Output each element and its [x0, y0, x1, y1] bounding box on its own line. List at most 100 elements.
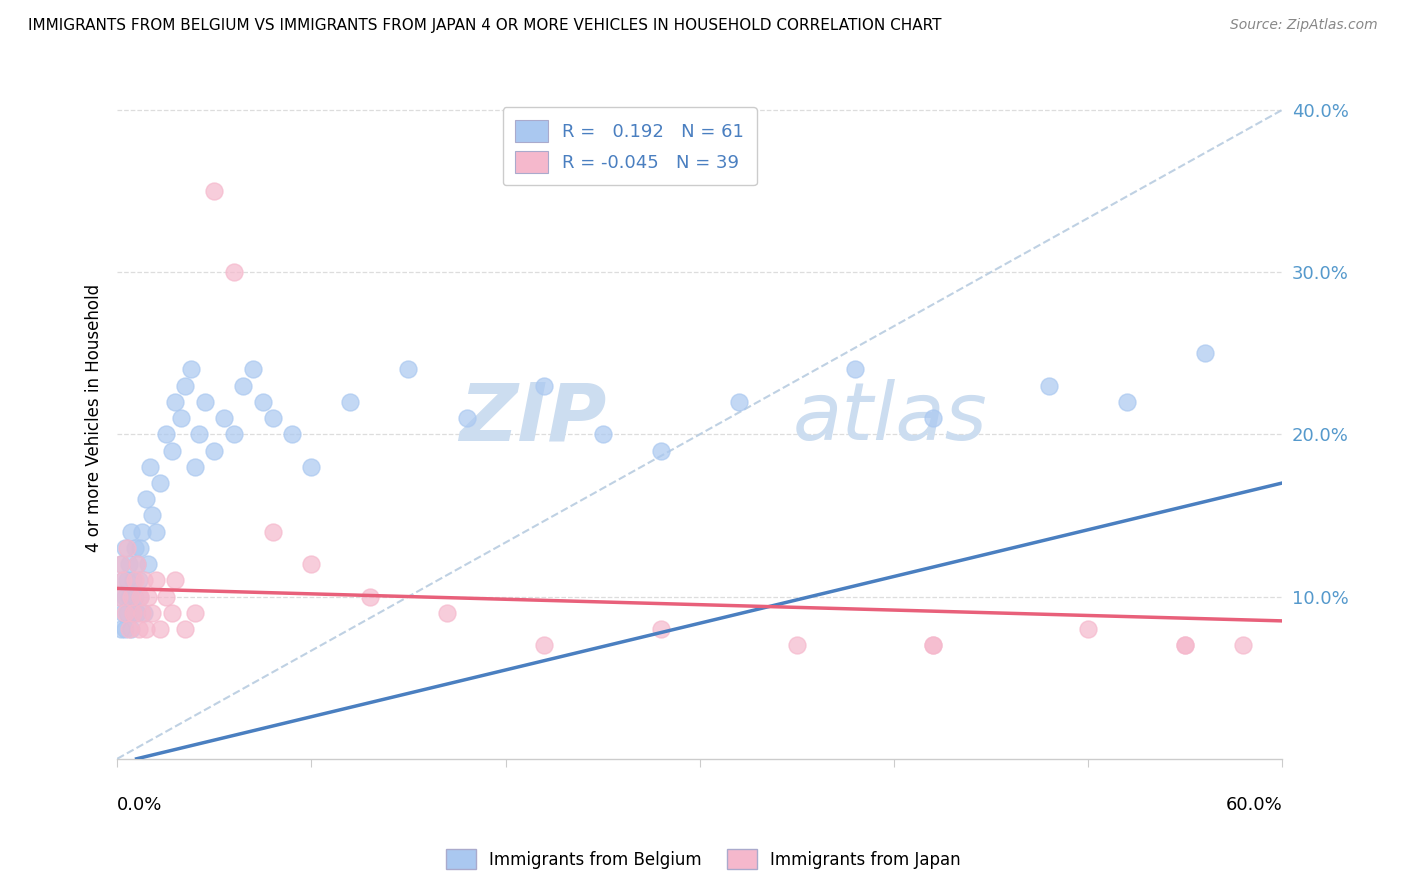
- Point: [1174, 638, 1197, 652]
- Point: [115, 541, 138, 555]
- Point: [232, 378, 254, 392]
- Point: [111, 606, 134, 620]
- Point: [131, 606, 153, 620]
- Point: [436, 606, 458, 620]
- Point: [299, 459, 322, 474]
- Point: [533, 378, 555, 392]
- Point: [134, 606, 156, 620]
- Point: [135, 622, 157, 636]
- Point: [121, 606, 143, 620]
- Point: [110, 557, 132, 571]
- Point: [456, 411, 478, 425]
- Text: atlas: atlas: [793, 379, 987, 457]
- Point: [114, 590, 136, 604]
- Point: [1115, 395, 1137, 409]
- Point: [131, 524, 153, 539]
- Point: [786, 638, 808, 652]
- Point: [174, 378, 197, 392]
- Point: [359, 590, 381, 604]
- Point: [149, 475, 172, 490]
- Point: [118, 557, 141, 571]
- Point: [533, 638, 555, 652]
- Point: [184, 459, 207, 474]
- Point: [262, 524, 284, 539]
- Point: [921, 411, 943, 425]
- Point: [149, 622, 172, 636]
- Point: [141, 508, 163, 523]
- Point: [145, 524, 167, 539]
- Point: [141, 606, 163, 620]
- Point: [128, 622, 150, 636]
- Point: [160, 443, 183, 458]
- Point: [165, 574, 187, 588]
- Point: [921, 638, 943, 652]
- Point: [650, 443, 672, 458]
- Text: Source: ZipAtlas.com: Source: ZipAtlas.com: [1230, 18, 1378, 32]
- Point: [187, 427, 209, 442]
- Point: [184, 606, 207, 620]
- Point: [110, 557, 132, 571]
- Point: [111, 574, 134, 588]
- Point: [193, 395, 215, 409]
- Text: IMMIGRANTS FROM BELGIUM VS IMMIGRANTS FROM JAPAN 4 OR MORE VEHICLES IN HOUSEHOLD: IMMIGRANTS FROM BELGIUM VS IMMIGRANTS FR…: [28, 18, 942, 33]
- Point: [121, 574, 143, 588]
- Point: [114, 622, 136, 636]
- Point: [111, 574, 134, 588]
- Point: [118, 622, 141, 636]
- Point: [124, 590, 146, 604]
- Point: [108, 590, 131, 604]
- Point: [165, 395, 187, 409]
- Point: [135, 492, 157, 507]
- Point: [174, 622, 197, 636]
- Point: [1038, 378, 1060, 392]
- Point: [1174, 638, 1197, 652]
- Point: [108, 590, 131, 604]
- Point: [727, 395, 749, 409]
- Legend: R =   0.192   N = 61, R = -0.045   N = 39: R = 0.192 N = 61, R = -0.045 N = 39: [503, 107, 756, 186]
- Point: [398, 362, 420, 376]
- Point: [136, 557, 159, 571]
- Point: [120, 622, 142, 636]
- Point: [202, 184, 225, 198]
- Text: 0.0%: 0.0%: [117, 797, 163, 814]
- Point: [155, 427, 177, 442]
- Point: [1077, 622, 1099, 636]
- Point: [125, 606, 148, 620]
- Point: [222, 427, 245, 442]
- Point: [139, 459, 162, 474]
- Point: [202, 443, 225, 458]
- Point: [125, 557, 148, 571]
- Point: [110, 622, 132, 636]
- Point: [145, 574, 167, 588]
- Point: [121, 606, 143, 620]
- Point: [252, 395, 274, 409]
- Point: [114, 606, 136, 620]
- Text: 60.0%: 60.0%: [1226, 797, 1282, 814]
- Point: [125, 557, 148, 571]
- Point: [129, 590, 152, 604]
- Point: [844, 362, 866, 376]
- Point: [212, 411, 235, 425]
- Point: [339, 395, 361, 409]
- Point: [115, 606, 138, 620]
- Point: [118, 590, 141, 604]
- Point: [114, 541, 136, 555]
- Point: [281, 427, 304, 442]
- Point: [1194, 346, 1216, 360]
- Y-axis label: 4 or more Vehicles in Household: 4 or more Vehicles in Household: [86, 284, 103, 552]
- Point: [242, 362, 264, 376]
- Point: [1232, 638, 1254, 652]
- Point: [155, 590, 177, 604]
- Point: [136, 590, 159, 604]
- Point: [222, 265, 245, 279]
- Point: [921, 638, 943, 652]
- Point: [170, 411, 193, 425]
- Point: [160, 606, 183, 620]
- Point: [115, 574, 138, 588]
- Point: [180, 362, 202, 376]
- Point: [134, 574, 156, 588]
- Point: [128, 574, 150, 588]
- Legend: Immigrants from Belgium, Immigrants from Japan: Immigrants from Belgium, Immigrants from…: [436, 838, 970, 880]
- Point: [262, 411, 284, 425]
- Point: [650, 622, 672, 636]
